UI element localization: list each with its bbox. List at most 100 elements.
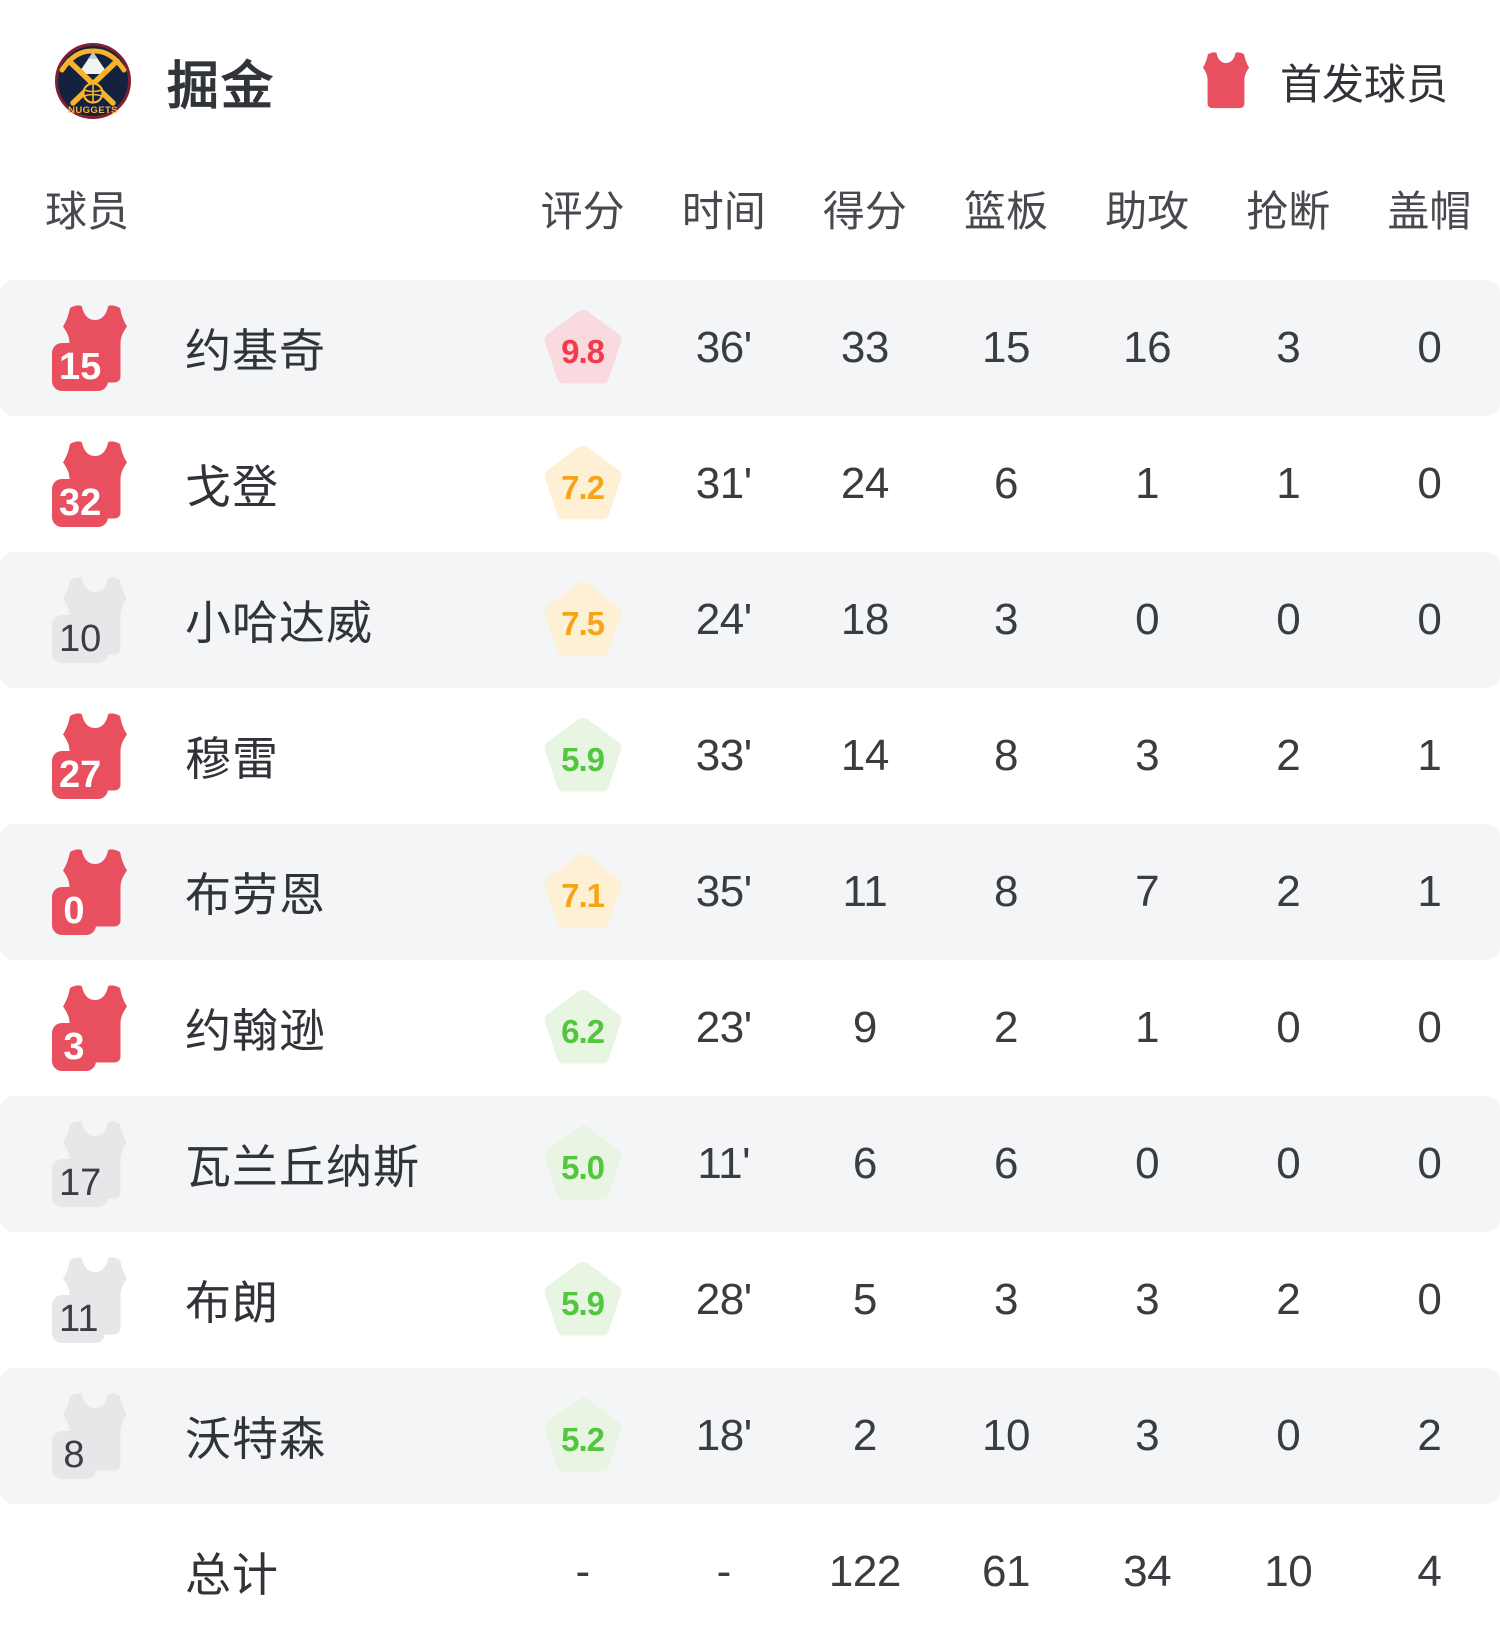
stat-steals: 2 — [1276, 867, 1301, 916]
starter-legend: 首发球员 — [1200, 51, 1448, 112]
jersey-number: 11 — [52, 1295, 106, 1343]
totals-time: - — [716, 1547, 732, 1596]
player-row[interactable]: 32 戈登 7.2 31' 24 6 1 1 0 — [0, 416, 1500, 552]
stat-points: 14 — [840, 731, 889, 780]
player-name: 穆雷 — [185, 733, 279, 785]
player-row[interactable]: 8 沃特森 5.2 18' 2 10 3 0 2 — [0, 1368, 1500, 1504]
stat-assists: 1 — [1135, 1003, 1160, 1052]
rating-value: 5.9 — [561, 741, 605, 778]
stat-assists: 0 — [1135, 595, 1160, 644]
col-time: 时间 — [681, 187, 766, 235]
svg-text:NUGGETS: NUGGETS — [68, 105, 118, 116]
col-points: 得分 — [822, 187, 907, 235]
rating-badge: 5.2 — [542, 1396, 624, 1476]
stat-steals: 0 — [1276, 595, 1301, 644]
player-name: 戈登 — [185, 461, 279, 513]
player-row[interactable]: 17 瓦兰丘纳斯 5.0 11' 6 6 0 0 0 — [0, 1096, 1500, 1232]
stat-blocks: 0 — [1417, 459, 1442, 508]
rating-badge: 7.5 — [542, 580, 624, 660]
player-row[interactable]: 15 约基奇 9.8 36' 33 15 16 3 0 — [0, 280, 1500, 416]
stat-blocks: 0 — [1417, 1003, 1442, 1052]
stat-rebounds: 3 — [994, 1275, 1018, 1324]
jersey-number: 0 — [52, 887, 96, 935]
player-table: 15 约基奇 9.8 36' 33 15 16 3 0 32 戈登 — [0, 280, 1500, 1504]
player-row[interactable]: 27 穆雷 5.9 33' 14 8 3 2 1 — [0, 688, 1500, 824]
jersey-number: 32 — [52, 479, 109, 527]
col-rating: 评分 — [540, 187, 625, 235]
stat-points: 33 — [840, 323, 889, 372]
stat-assists: 3 — [1135, 731, 1160, 780]
stat-rebounds: 3 — [994, 595, 1018, 644]
totals-rebounds: 61 — [982, 1547, 1030, 1596]
stat-steals: 3 — [1276, 323, 1301, 372]
stat-blocks: 0 — [1417, 1275, 1442, 1324]
rating-value: 5.0 — [561, 1149, 605, 1186]
col-rebounds: 篮板 — [963, 187, 1048, 235]
stat-assists: 3 — [1135, 1275, 1160, 1324]
jersey-icon: 32 — [52, 441, 135, 527]
rating-badge: 5.9 — [542, 716, 624, 796]
stat-points: 9 — [852, 1003, 877, 1052]
player-name: 瓦兰丘纳斯 — [185, 1141, 420, 1193]
col-assists: 助攻 — [1105, 187, 1190, 235]
rating-value: 7.1 — [561, 877, 605, 914]
jersey-number: 17 — [52, 1159, 109, 1207]
stat-time: 33' — [695, 731, 752, 780]
jersey-icon: 15 — [52, 305, 135, 391]
player-row[interactable]: 0 布劳恩 7.1 35' 11 8 7 2 1 — [0, 824, 1500, 960]
stat-assists: 16 — [1123, 323, 1172, 372]
totals-label: 总计 — [185, 1549, 279, 1601]
rating-value: 5.2 — [561, 1421, 605, 1458]
rating-value: 5.9 — [561, 1285, 605, 1322]
player-name: 布劳恩 — [185, 869, 326, 921]
jersey-icon: 0 — [52, 849, 135, 935]
player-row[interactable]: 10 小哈达威 7.5 24' 18 3 0 0 0 — [0, 552, 1500, 688]
stat-time: 35' — [695, 867, 752, 916]
stat-steals: 0 — [1276, 1411, 1301, 1460]
jersey-icon: 11 — [52, 1257, 135, 1343]
player-name: 约翰逊 — [185, 1005, 326, 1057]
stat-points: 18 — [840, 595, 889, 644]
stat-time: 24' — [695, 595, 752, 644]
stat-time: 18' — [695, 1411, 752, 1460]
stat-points: 5 — [852, 1275, 877, 1324]
stat-rebounds: 2 — [994, 1003, 1018, 1052]
stat-time: 28' — [695, 1275, 752, 1324]
stat-steals: 2 — [1276, 1275, 1301, 1324]
stat-steals: 1 — [1276, 459, 1301, 508]
player-name: 沃特森 — [185, 1413, 326, 1465]
team-name: 掘金 — [167, 57, 276, 116]
jersey-number: 27 — [52, 751, 109, 799]
rating-badge: 7.1 — [542, 852, 624, 932]
rating-badge: 7.2 — [542, 444, 624, 524]
col-player: 球员 — [45, 187, 130, 235]
nuggets-logo: NUGGETS — [55, 43, 131, 119]
stat-blocks: 2 — [1417, 1411, 1442, 1460]
player-row[interactable]: 3 约翰逊 6.2 23' 9 2 1 0 0 — [0, 960, 1500, 1096]
stat-points: 24 — [840, 459, 889, 508]
jersey-icon: 27 — [52, 713, 135, 799]
stat-points: 11 — [842, 867, 888, 916]
stat-steals: 0 — [1276, 1139, 1301, 1188]
rating-badge: 9.8 — [542, 308, 624, 388]
stat-steals: 0 — [1276, 1003, 1301, 1052]
stat-rebounds: 8 — [994, 867, 1018, 916]
jersey-icon: 17 — [52, 1121, 135, 1207]
stat-rebounds: 6 — [994, 1139, 1018, 1188]
rating-value: 7.5 — [561, 605, 605, 642]
stat-rebounds: 10 — [982, 1411, 1030, 1460]
stat-rebounds: 15 — [982, 323, 1030, 372]
player-row[interactable]: 11 布朗 5.9 28' 5 3 3 2 0 — [0, 1232, 1500, 1368]
player-name: 约基奇 — [185, 325, 326, 377]
jersey-icon: 10 — [52, 577, 135, 663]
stat-time: 23' — [695, 1003, 752, 1052]
stat-time: 11' — [697, 1139, 750, 1188]
totals-row: 总计 - - 122 61 34 10 4 — [0, 1504, 1500, 1640]
jersey-number: 15 — [52, 343, 109, 391]
jersey-icon: 3 — [52, 985, 135, 1071]
stat-points: 2 — [852, 1411, 877, 1460]
stat-blocks: 1 — [1417, 867, 1442, 916]
team-header: NUGGETS 掘金 首发球员 — [0, 0, 1500, 122]
rating-badge: 6.2 — [542, 988, 624, 1068]
totals-blocks: 4 — [1417, 1547, 1442, 1596]
